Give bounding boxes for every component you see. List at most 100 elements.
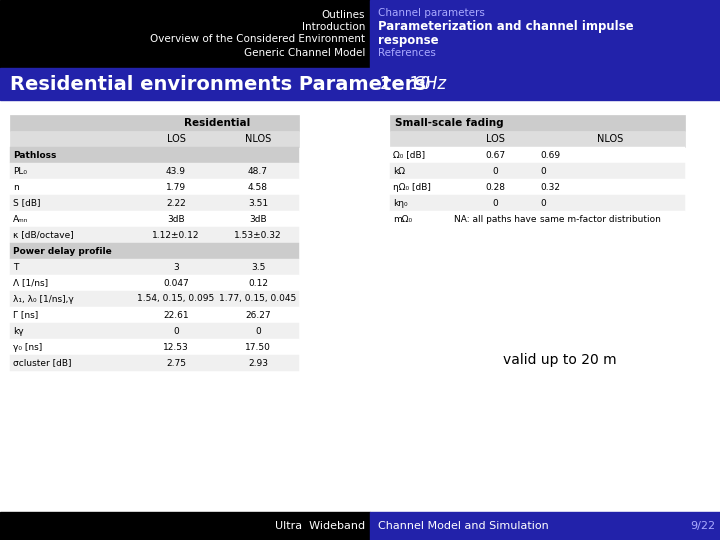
Text: Introduction: Introduction — [302, 22, 365, 32]
Bar — [0, 100, 720, 540]
Text: 3.5: 3.5 — [251, 262, 265, 272]
Text: Ultra  Wideband: Ultra Wideband — [275, 521, 365, 531]
Bar — [10, 195, 299, 211]
Text: 48.7: 48.7 — [248, 166, 268, 176]
Text: LOS: LOS — [166, 134, 186, 144]
Text: 3dB: 3dB — [249, 214, 267, 224]
Text: valid up to 20 m: valid up to 20 m — [503, 353, 617, 367]
Text: response: response — [378, 34, 438, 47]
Text: PL₀: PL₀ — [13, 166, 27, 176]
Text: References: References — [378, 48, 436, 58]
Text: Outlines: Outlines — [322, 10, 365, 20]
Text: 0: 0 — [255, 327, 261, 335]
Text: 17.50: 17.50 — [245, 342, 271, 352]
Bar — [390, 131, 685, 147]
Text: mΩ₀: mΩ₀ — [393, 214, 412, 224]
Text: Residential: Residential — [184, 118, 250, 128]
Text: 0: 0 — [492, 199, 498, 207]
Text: 2.22: 2.22 — [166, 199, 186, 207]
Bar — [10, 259, 299, 275]
Text: 0.047: 0.047 — [163, 279, 189, 287]
Bar — [10, 291, 299, 307]
Text: κ [dB/octave]: κ [dB/octave] — [13, 231, 73, 240]
Text: GHz: GHz — [412, 75, 446, 93]
Text: Residential environments Parameters: Residential environments Parameters — [10, 75, 433, 93]
Text: 1.12±0.12: 1.12±0.12 — [152, 231, 199, 240]
Text: 2.75: 2.75 — [166, 359, 186, 368]
Text: ηΩ₀ [dB]: ηΩ₀ [dB] — [393, 183, 431, 192]
Text: Pathloss: Pathloss — [13, 151, 56, 159]
Text: Generic Channel Model: Generic Channel Model — [243, 48, 365, 58]
Text: Power delay profile: Power delay profile — [13, 246, 112, 255]
Bar — [370, 0, 720, 68]
Text: NLOS: NLOS — [597, 134, 623, 144]
Text: Ω₀ [dB]: Ω₀ [dB] — [393, 151, 425, 159]
Text: kη₀: kη₀ — [393, 199, 408, 207]
Text: 3.51: 3.51 — [248, 199, 268, 207]
Text: 2.93: 2.93 — [248, 359, 268, 368]
Bar — [390, 179, 685, 195]
Text: 0: 0 — [173, 327, 179, 335]
Text: 0.32: 0.32 — [540, 183, 560, 192]
Text: n: n — [13, 183, 19, 192]
Bar — [10, 355, 299, 371]
Text: Aₘₙ: Aₘₙ — [13, 214, 28, 224]
Text: 1.79: 1.79 — [166, 183, 186, 192]
Bar — [10, 227, 299, 243]
Text: kγ: kγ — [13, 327, 24, 335]
Text: 3dB: 3dB — [167, 214, 185, 224]
Text: 0: 0 — [540, 199, 546, 207]
Text: NLOS: NLOS — [245, 134, 271, 144]
Bar — [390, 163, 685, 179]
Bar — [10, 323, 299, 339]
Text: 0: 0 — [540, 166, 546, 176]
Bar — [0, 0, 370, 68]
Text: 0.69: 0.69 — [540, 151, 560, 159]
Bar — [10, 131, 299, 147]
Text: kΩ: kΩ — [393, 166, 405, 176]
Text: 0.67: 0.67 — [485, 151, 505, 159]
Text: T: T — [13, 262, 19, 272]
Text: 9/22: 9/22 — [690, 521, 715, 531]
Bar — [10, 211, 299, 227]
Text: Channel Model and Simulation: Channel Model and Simulation — [378, 521, 549, 531]
Text: 43.9: 43.9 — [166, 166, 186, 176]
Bar — [390, 195, 685, 211]
Text: γ₀ [ns]: γ₀ [ns] — [13, 342, 42, 352]
Text: 3: 3 — [173, 262, 179, 272]
Text: NA: all paths have: NA: all paths have — [454, 214, 536, 224]
Text: 12.53: 12.53 — [163, 342, 189, 352]
Bar — [10, 147, 299, 163]
Text: 1.77, 0.15, 0.045: 1.77, 0.15, 0.045 — [220, 294, 297, 303]
Text: 0.12: 0.12 — [248, 279, 268, 287]
Bar — [0, 512, 370, 540]
Text: Parameterization and channel impulse: Parameterization and channel impulse — [378, 20, 634, 33]
Text: 0.28: 0.28 — [485, 183, 505, 192]
Bar — [10, 243, 299, 259]
Bar — [10, 115, 299, 131]
Text: 1.53±0.32: 1.53±0.32 — [234, 231, 282, 240]
Text: λ₁, λ₀ [1/ns],γ: λ₁, λ₀ [1/ns],γ — [13, 294, 73, 303]
Text: 4.58: 4.58 — [248, 183, 268, 192]
Text: S [dB]: S [dB] — [13, 199, 40, 207]
Text: 2 – 10: 2 – 10 — [380, 75, 436, 93]
Bar — [390, 211, 685, 227]
Bar — [10, 163, 299, 179]
Text: same m-factor distribution: same m-factor distribution — [540, 214, 661, 224]
Bar — [0, 68, 720, 100]
Text: σcluster [dB]: σcluster [dB] — [13, 359, 71, 368]
Text: LOS: LOS — [485, 134, 505, 144]
Bar — [390, 147, 685, 163]
Bar — [390, 115, 685, 131]
Bar — [10, 339, 299, 355]
Bar — [10, 275, 299, 291]
Bar — [370, 512, 720, 540]
Text: 1.54, 0.15, 0.095: 1.54, 0.15, 0.095 — [138, 294, 215, 303]
Bar — [10, 179, 299, 195]
Text: 22.61: 22.61 — [163, 310, 189, 320]
Text: 26.27: 26.27 — [246, 310, 271, 320]
Text: Channel parameters: Channel parameters — [378, 8, 485, 18]
Text: 0: 0 — [492, 166, 498, 176]
Text: Λ [1/ns]: Λ [1/ns] — [13, 279, 48, 287]
Text: Overview of the Considered Environment: Overview of the Considered Environment — [150, 34, 365, 44]
